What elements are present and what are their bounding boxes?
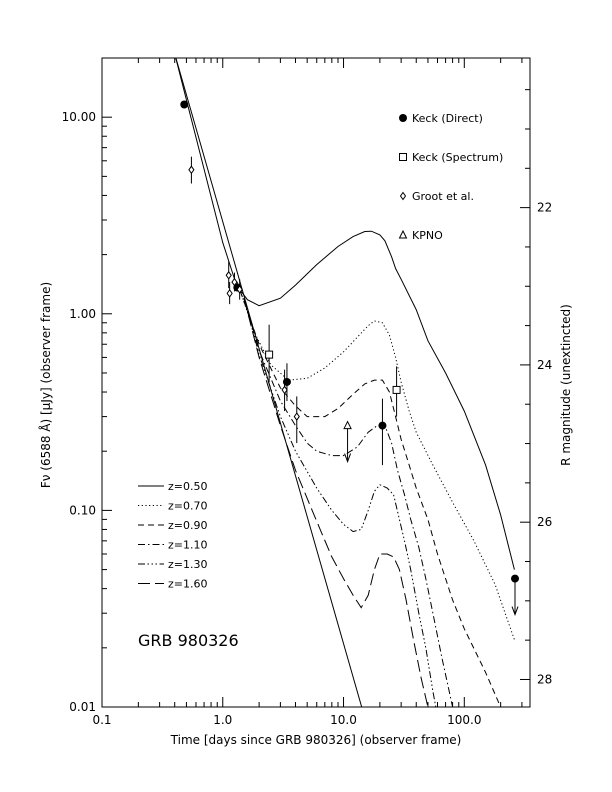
plot-frame	[101, 57, 531, 708]
data-points	[180, 100, 520, 616]
legend-label: KPNO	[412, 229, 443, 242]
data-point	[188, 165, 195, 175]
mag-tick-label: 22	[537, 201, 552, 215]
legend-label: Groot et al.	[412, 190, 474, 203]
x-tick-label: 100.0	[447, 713, 481, 727]
data-point	[293, 412, 300, 421]
mag-tick-label: 24	[537, 358, 552, 372]
legend-marker	[399, 114, 407, 122]
data-point	[231, 277, 238, 287]
legend-marker	[399, 153, 407, 161]
mag-tick-label: 26	[537, 515, 552, 529]
legend-line-label: z=0.70	[168, 500, 207, 513]
data-point	[236, 285, 243, 294]
curve-z=0.50	[175, 58, 515, 570]
data-point	[343, 420, 352, 430]
x-tick-label: 10.0	[330, 713, 357, 727]
x-axis: 0.1 1.0 10.0 100.0	[92, 58, 523, 727]
curve-z=0.70	[239, 291, 515, 640]
upper-limit-arrowhead	[344, 453, 352, 464]
legend-marker	[399, 191, 407, 201]
legend-label: Keck (Direct)	[412, 112, 483, 125]
right-axis-label: R magnitude (unextincted)	[559, 304, 573, 466]
data-point	[265, 350, 274, 359]
legend-label: Keck (Spectrum)	[412, 151, 503, 164]
curve-z=0.90	[239, 291, 502, 707]
data-point	[281, 385, 288, 395]
data-point	[226, 289, 233, 298]
legend: Keck (Direct) Keck (Spectrum) Groot et al.…	[138, 112, 503, 591]
legend-line-label: z=1.10	[168, 539, 207, 552]
grb-annotation: GRB 980326	[138, 631, 239, 650]
y-axis: 0.01 0.10 1.00 10.00	[62, 57, 112, 714]
data-point	[511, 574, 520, 583]
legend-line-label: z=0.90	[168, 519, 207, 532]
curve-z=1.10	[243, 298, 454, 707]
legend-line-label: z=0.50	[168, 480, 207, 493]
model-curves	[175, 58, 515, 707]
data-point	[378, 421, 387, 430]
right-magnitude-axis: 22 24 26 28	[520, 89, 552, 686]
x-tick-label: 0.1	[92, 713, 111, 727]
x-axis-label: Time [days since GRB 980326] (observer f…	[170, 733, 462, 747]
curve-z=1.30	[243, 298, 437, 707]
data-point	[180, 100, 189, 109]
x-tick-label: 1.0	[213, 713, 232, 727]
data-point	[225, 270, 232, 280]
data-point	[392, 385, 401, 394]
y-tick-label: 0.01	[69, 700, 96, 714]
legend-line-label: z=1.60	[168, 578, 207, 591]
y-tick-label: 1.00	[69, 307, 96, 321]
legend-line-label: z=1.30	[168, 558, 207, 571]
upper-limit-arrowhead	[511, 606, 519, 616]
curve-z=1.60	[243, 298, 429, 707]
y-axis-label: Fν (6588 Å) [μJy] (observer frame)	[38, 282, 53, 488]
mag-tick-label: 28	[537, 672, 552, 686]
y-tick-label: 0.10	[69, 503, 96, 517]
legend-marker	[398, 229, 408, 239]
y-tick-label: 10.00	[62, 110, 96, 124]
